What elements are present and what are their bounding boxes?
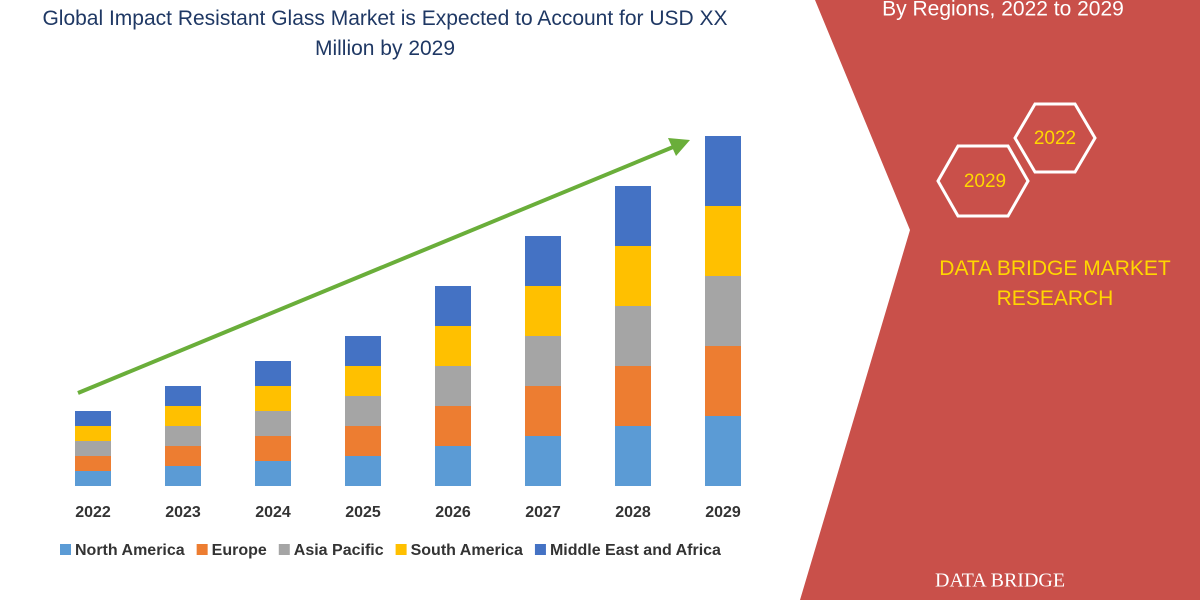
bar-segment	[615, 246, 651, 306]
bar-segment	[165, 426, 201, 446]
x-tick-label: 2026	[435, 504, 471, 521]
bar-segment	[255, 461, 291, 486]
bar-segment	[705, 416, 741, 486]
x-tick-label: 2023	[165, 504, 201, 521]
legend-label: South America	[411, 542, 523, 559]
bar-segment	[345, 456, 381, 486]
trend-arrow	[77, 143, 679, 395]
legend-swatch	[278, 544, 290, 555]
brand: DATA BRIDGE MARKET RESEARCH	[939, 257, 1171, 310]
x-tick-label: 2027	[525, 504, 561, 521]
bar-segment	[615, 186, 651, 246]
panel-subtitle: By Regions, 2022 to 2029	[882, 0, 1124, 21]
hexagon	[1013, 102, 1097, 174]
x-tick-label: 2025	[345, 504, 381, 521]
bar-segment	[165, 446, 201, 466]
bar-segment	[345, 336, 381, 366]
bar-segment	[255, 361, 291, 386]
x-tick-label: 2024	[255, 504, 291, 521]
bar-segment	[615, 366, 651, 426]
bar-segment	[525, 436, 561, 486]
bar-segment	[435, 286, 471, 326]
bar-segment	[435, 326, 471, 366]
bar-segment	[75, 456, 111, 471]
bar-segment	[75, 426, 111, 441]
chart-title: Global Impact Resistant Glass Market is …	[42, 7, 728, 60]
bar-segment	[435, 446, 471, 486]
bar-segment	[165, 466, 201, 486]
hexagon-label: 2029	[964, 171, 1006, 192]
bar-segment	[255, 436, 291, 461]
bar-segment	[75, 471, 111, 486]
arrow-head	[668, 138, 690, 156]
bar-segment	[255, 411, 291, 436]
bar-segment	[525, 286, 561, 336]
side-panel	[800, 0, 1200, 600]
legend-label: North America	[75, 542, 185, 559]
bar-segment	[705, 136, 741, 206]
hexagon	[936, 144, 1030, 218]
bar-segment	[165, 406, 201, 426]
bar-segment	[705, 276, 741, 346]
bar-segment	[525, 336, 561, 386]
bar-segment	[75, 441, 111, 456]
x-tick-label: 2028	[615, 504, 651, 521]
logo: DATA BRIDGE	[935, 570, 1065, 592]
legend-swatch	[196, 544, 208, 555]
bar-segment	[75, 411, 111, 426]
hexagon-label: 2022	[1034, 128, 1076, 149]
bar-segment	[345, 396, 381, 426]
bar-segment	[435, 406, 471, 446]
bar-segment	[615, 306, 651, 366]
bar-segment	[255, 386, 291, 411]
x-tick-label: 2029	[705, 504, 741, 521]
legend-label: Asia Pacific	[294, 542, 384, 559]
bar-segment	[165, 386, 201, 406]
x-tick-label: 2022	[75, 504, 111, 521]
bar-segment	[705, 206, 741, 276]
legend-swatch	[534, 544, 546, 555]
bar-segment	[615, 426, 651, 486]
legend-label: Europe	[212, 542, 267, 559]
legend-swatch	[60, 544, 71, 555]
bar-segment	[525, 236, 561, 286]
bar-segment	[435, 366, 471, 406]
legend-swatch	[395, 544, 407, 555]
bar-segment	[345, 426, 381, 456]
legend-label: Middle East and Africa	[550, 542, 721, 559]
bar-segment	[525, 386, 561, 436]
bar-segment	[345, 366, 381, 396]
bar-segment	[705, 346, 741, 416]
